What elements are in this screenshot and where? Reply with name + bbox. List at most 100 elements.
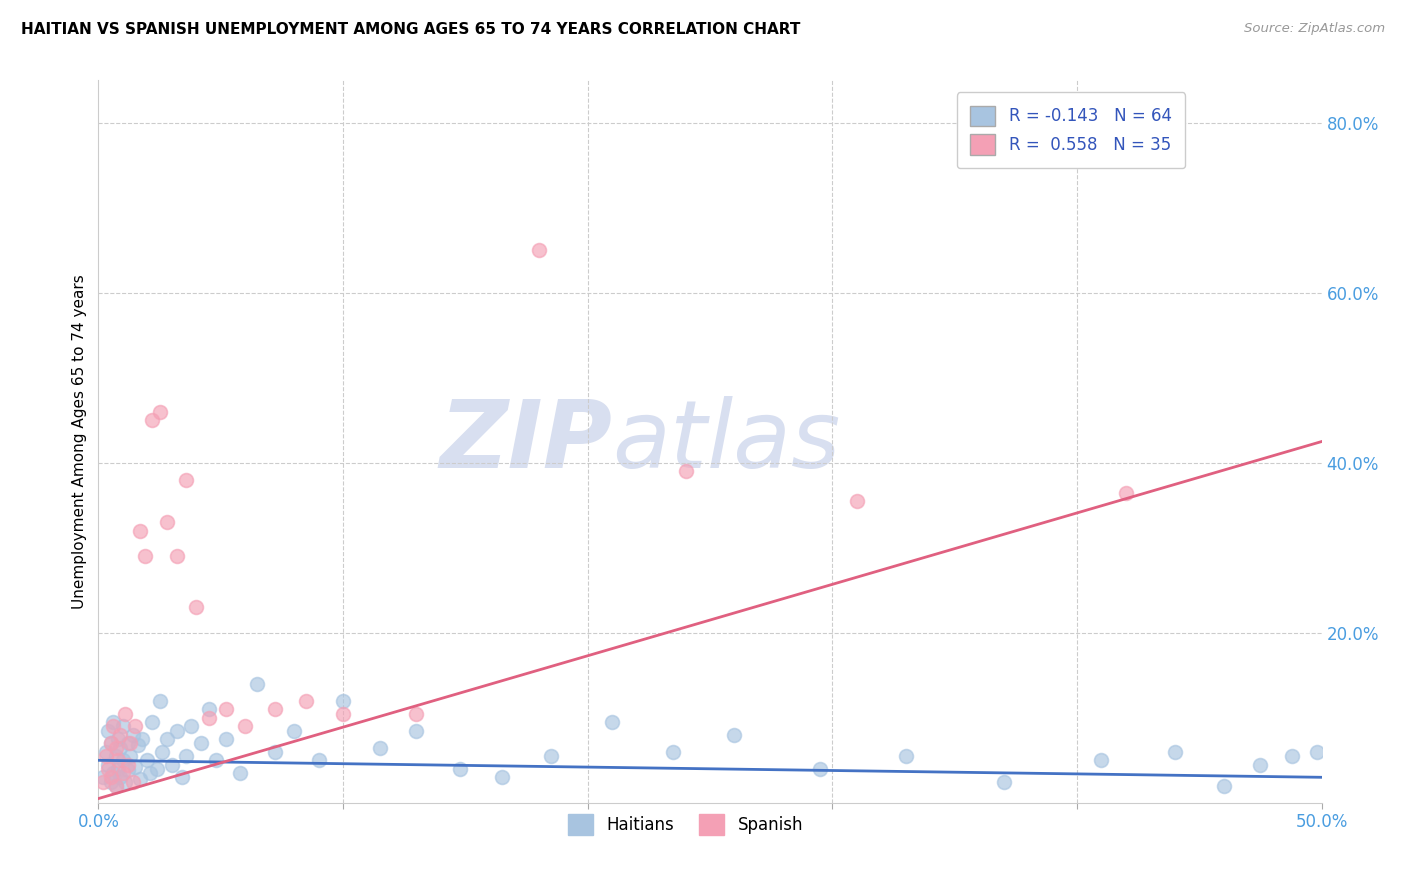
Point [332,694,354,708]
Point [368,740,391,755]
Point [295,694,318,708]
Point [176,473,198,487]
Point [107,762,129,776]
Point [136,753,159,767]
Text: atlas: atlas [612,396,841,487]
Point [166,549,188,564]
Point [993,774,1015,789]
Point [1212,779,1234,793]
Point [94,745,117,759]
Point [107,753,129,767]
Point [104,779,127,793]
Point [156,516,179,530]
Point [117,757,139,772]
Point [131,732,153,747]
Point [104,779,127,793]
Point [139,766,162,780]
Point [229,766,252,780]
Point [97,723,120,738]
Point [117,764,139,778]
Point [600,714,623,729]
Point [197,711,219,725]
Point [124,719,146,733]
Point [97,762,120,776]
Point [134,549,156,564]
Point [186,600,208,615]
Point [540,749,562,764]
Point [308,753,330,767]
Point [141,714,163,729]
Point [1090,753,1112,767]
Text: HAITIAN VS SPANISH UNEMPLOYMENT AMONG AGES 65 TO 74 YEARS CORRELATION CHART: HAITIAN VS SPANISH UNEMPLOYMENT AMONG AG… [21,22,800,37]
Point [120,736,142,750]
Point [146,762,169,776]
Point [662,745,685,759]
Point [491,770,513,784]
Point [263,745,285,759]
Point [111,766,134,780]
Point [117,736,139,750]
Point [808,762,831,776]
Text: Source: ZipAtlas.com: Source: ZipAtlas.com [1244,22,1385,36]
Point [129,524,152,538]
Point [91,770,114,784]
Point [100,770,122,784]
Point [150,745,173,759]
Point [205,753,228,767]
Point [101,719,124,733]
Point [450,762,472,776]
Point [100,774,122,789]
Point [127,738,149,752]
Point [180,719,202,733]
Point [104,749,127,764]
Point [283,723,305,738]
Point [170,770,193,784]
Point [405,723,427,738]
Point [160,757,183,772]
Point [332,706,354,721]
Point [107,732,129,747]
Point [176,749,198,764]
Point [121,774,143,789]
Point [894,749,917,764]
Point [405,706,427,721]
Point [1306,745,1329,759]
Y-axis label: Unemployment Among Ages 65 to 74 years: Unemployment Among Ages 65 to 74 years [72,274,87,609]
Point [263,702,285,716]
Point [110,740,132,755]
Point [110,728,132,742]
Point [97,757,120,772]
Point [214,702,236,716]
Point [233,719,256,733]
Point [527,244,550,258]
Point [1115,485,1137,500]
Point [1249,757,1271,772]
Point [166,723,188,738]
Point [110,770,132,784]
Legend: Haitians, Spanish: Haitians, Spanish [561,808,810,841]
Point [723,728,745,742]
Point [114,706,136,721]
Point [214,732,236,747]
Point [141,413,163,427]
Point [104,740,127,755]
Point [845,494,868,508]
Point [100,736,122,750]
Point [120,749,142,764]
Point [91,774,114,789]
Point [1164,745,1187,759]
Point [1281,749,1303,764]
Point [156,732,179,747]
Point [197,702,219,716]
Point [149,694,172,708]
Point [114,774,136,789]
Point [100,736,122,750]
Point [111,719,134,733]
Point [111,753,134,767]
Point [675,464,697,478]
Point [101,714,124,729]
Point [129,772,152,786]
Text: ZIP: ZIP [439,395,612,488]
Point [246,677,269,691]
Point [124,760,146,774]
